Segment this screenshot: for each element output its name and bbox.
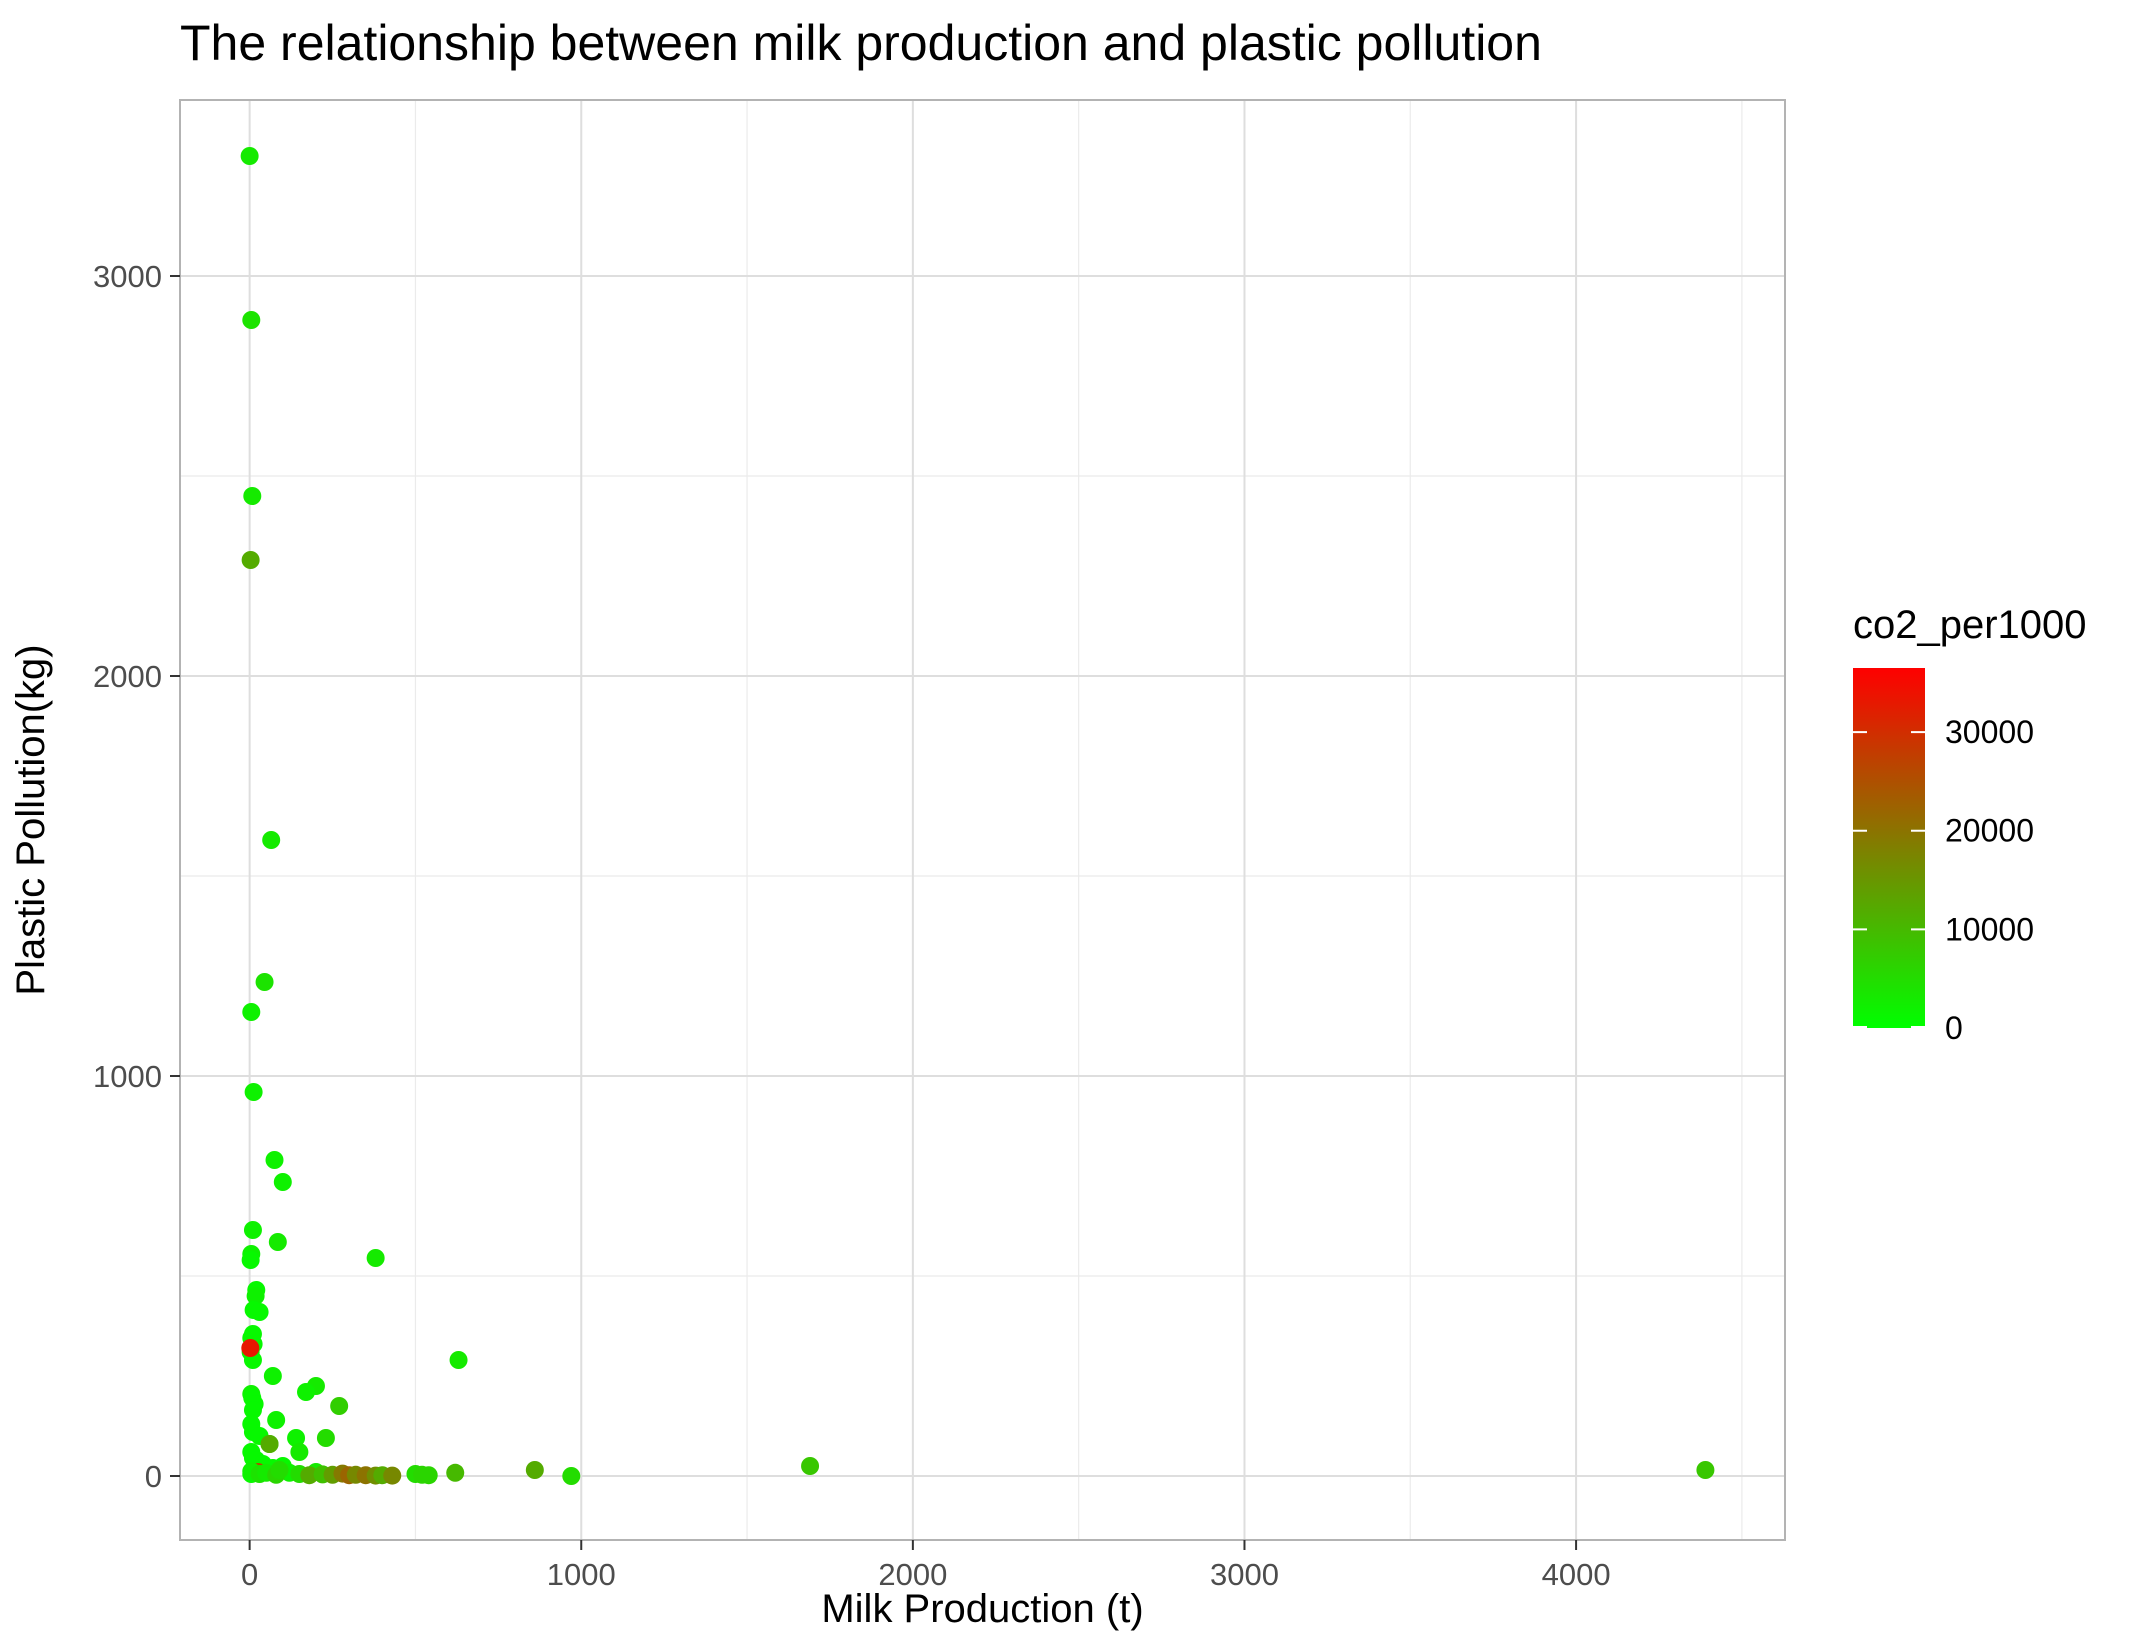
data-point	[268, 1233, 287, 1251]
data-point	[297, 1383, 316, 1401]
colorbar-tick-label: 20000	[1945, 813, 2034, 849]
colorbar-ticks: 0 10000 20000 30000	[1853, 714, 2034, 1046]
data-point	[242, 311, 261, 329]
data-point	[267, 1411, 286, 1429]
data-point	[316, 1429, 335, 1447]
data-point	[562, 1467, 581, 1485]
data-point	[300, 1466, 319, 1485]
colorbar	[1853, 668, 1925, 1028]
data-point	[243, 487, 262, 505]
color-legend: co2_per1000 0 10000 20000 30000	[1853, 603, 2087, 1046]
data-point	[366, 1249, 385, 1267]
data-point	[262, 831, 281, 849]
y-axis-ticks: 0 1000 2000 3000	[93, 259, 180, 1494]
y-axis-title: Plastic Pollution(kg)	[9, 644, 53, 995]
data-point	[449, 1351, 468, 1369]
x-axis-ticks: 0 1000 2000 3000 4000	[241, 1540, 1611, 1592]
data-point	[525, 1461, 544, 1479]
x-tick-label: 1000	[547, 1557, 616, 1592]
plot-panel-border	[179, 99, 1786, 1541]
data-point	[263, 1367, 282, 1385]
data-point	[242, 1003, 261, 1021]
minor-gridlines	[180, 100, 1785, 1540]
data-point	[244, 1083, 263, 1101]
legend-title: co2_per1000	[1853, 603, 2087, 647]
data-point	[240, 147, 259, 165]
data-point	[446, 1463, 465, 1482]
data-point	[287, 1429, 306, 1447]
x-tick-label: 3000	[1210, 1557, 1279, 1592]
y-tick-label: 3000	[93, 259, 162, 294]
y-tick-label: 2000	[93, 659, 162, 694]
data-point	[270, 1461, 289, 1479]
data-point	[383, 1466, 402, 1485]
major-gridlines	[180, 100, 1785, 1540]
data-point	[243, 1221, 262, 1239]
y-tick-label: 0	[145, 1459, 162, 1494]
colorbar-tick-label: 0	[1945, 1010, 1963, 1046]
data-point	[250, 1303, 269, 1321]
chart-title: The relationship between milk production…	[180, 15, 1542, 71]
data-points	[240, 147, 1715, 1485]
data-point	[243, 1401, 262, 1419]
colorbar-tick-label: 30000	[1945, 714, 2034, 750]
x-tick-label: 2000	[878, 1557, 947, 1592]
x-tick-label: 4000	[1542, 1557, 1611, 1592]
data-point	[241, 1339, 260, 1357]
data-point	[260, 1435, 279, 1453]
data-point	[241, 551, 260, 569]
data-point	[273, 1173, 292, 1191]
data-point	[241, 1251, 260, 1269]
data-point	[246, 1287, 265, 1305]
data-point	[1696, 1461, 1715, 1479]
data-point	[419, 1466, 438, 1485]
data-point	[801, 1457, 820, 1475]
data-point	[265, 1151, 284, 1169]
y-tick-label: 1000	[93, 1059, 162, 1094]
x-tick-label: 0	[241, 1557, 258, 1592]
x-axis-title: Milk Production (t)	[821, 1587, 1143, 1631]
data-point	[330, 1397, 349, 1415]
colorbar-tick-label: 10000	[1945, 911, 2034, 947]
data-point	[255, 973, 274, 991]
data-point	[290, 1443, 309, 1461]
